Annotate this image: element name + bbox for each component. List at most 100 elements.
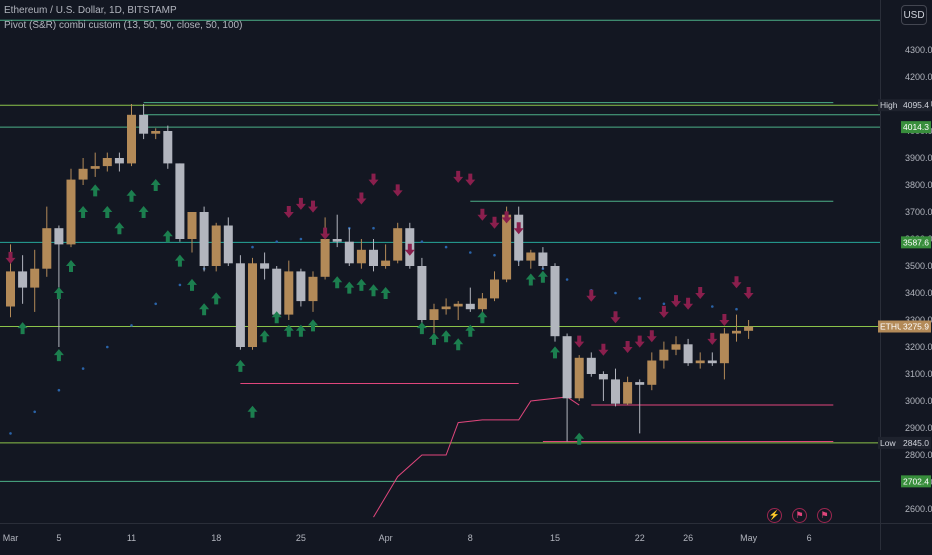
- sell-arrow: [501, 211, 512, 224]
- sell-arrow: [5, 251, 16, 264]
- candle-body: [574, 357, 584, 399]
- candle-body: [538, 252, 548, 266]
- sell-arrow: [356, 192, 367, 205]
- candle-body: [635, 382, 645, 385]
- candle-body: [284, 271, 294, 315]
- x-tick-label: 11: [127, 533, 136, 543]
- sell-arrow: [477, 208, 488, 221]
- candle-body: [393, 228, 403, 261]
- price-label-box: [901, 320, 931, 333]
- sell-arrow: [658, 305, 669, 318]
- buy-arrow: [126, 189, 137, 202]
- price-label-box: [878, 99, 906, 112]
- candle-body: [732, 330, 741, 334]
- us-flag-icon[interactable]: ⚑: [792, 508, 807, 523]
- candle-body: [671, 344, 681, 350]
- candle-body: [163, 131, 173, 164]
- buy-arrow: [537, 270, 548, 283]
- candle-body: [260, 263, 270, 269]
- sell-arrow: [719, 314, 730, 326]
- buy-arrow: [465, 324, 476, 337]
- y-tick-label: 3100.0: [905, 369, 932, 379]
- y-tick-label: 3800.0: [905, 180, 932, 190]
- candle-body: [30, 268, 40, 288]
- buy-arrow: [477, 311, 488, 324]
- trend-dot: [33, 410, 36, 414]
- trend-dot: [57, 388, 61, 392]
- x-tick-label: 25: [296, 533, 306, 543]
- candle-body: [296, 271, 306, 302]
- y-tick-label: 3300.0: [905, 315, 932, 325]
- candle-body: [623, 382, 633, 404]
- sell-arrow: [368, 173, 379, 186]
- us-flag-icon[interactable]: ⚑: [817, 508, 832, 523]
- candle-body: [199, 212, 209, 266]
- trend-dot: [420, 240, 424, 243]
- candle-body: [659, 349, 669, 361]
- price-label-box: [901, 236, 931, 249]
- sell-arrow: [392, 184, 403, 197]
- candle-body: [332, 239, 342, 242]
- trend-dot: [638, 297, 641, 300]
- price-label-box: [901, 436, 931, 449]
- candle-body: [441, 306, 451, 310]
- sell-arrow: [731, 276, 742, 289]
- candle-body: [54, 228, 64, 245]
- candle-body: [42, 228, 52, 269]
- x-tick-label: 26: [683, 533, 693, 543]
- buy-arrow: [138, 206, 149, 218]
- x-tick-label: Mar: [3, 533, 19, 543]
- candle-body: [344, 241, 354, 264]
- trend-dot: [493, 253, 496, 257]
- support-trail-line: [373, 396, 580, 518]
- buy-arrow: [187, 278, 197, 291]
- x-tick-label: 8: [468, 533, 473, 543]
- candle-body: [211, 225, 221, 266]
- buy-arrow: [259, 330, 270, 343]
- candle-body: [526, 252, 536, 261]
- candle-body: [369, 249, 378, 266]
- candle-body: [114, 158, 124, 164]
- trend-dot: [565, 278, 569, 281]
- trend-dot: [9, 432, 12, 435]
- buy-arrow: [271, 311, 282, 324]
- candle-body: [151, 131, 161, 134]
- buy-arrow: [308, 319, 318, 332]
- price-label-box: [901, 99, 931, 112]
- sell-arrow: [671, 295, 681, 308]
- buy-arrow: [416, 322, 427, 335]
- sell-arrow: [513, 222, 524, 235]
- candle-body: [695, 360, 705, 364]
- sell-arrow: [634, 335, 645, 348]
- candle-body: [490, 279, 499, 299]
- price-axis-label: ETHUSD: [880, 322, 915, 332]
- buy-arrow: [150, 179, 161, 191]
- y-tick-label: 3900.0: [905, 153, 932, 163]
- lightning-icon[interactable]: ⚡: [767, 508, 782, 523]
- buy-arrow: [174, 254, 185, 267]
- trend-dot: [106, 345, 109, 349]
- sell-arrow: [404, 243, 415, 256]
- trend-dot: [81, 367, 85, 370]
- currency-button[interactable]: USD: [901, 5, 927, 25]
- buy-arrow: [78, 206, 89, 218]
- buy-arrow: [525, 273, 536, 286]
- candle-body: [66, 179, 76, 245]
- candle-body: [235, 263, 245, 347]
- candle-body: [744, 326, 754, 331]
- buy-arrow: [356, 278, 367, 291]
- trend-dot: [275, 240, 279, 243]
- sell-arrow: [295, 197, 306, 210]
- y-tick-label: 4300.0: [905, 45, 932, 55]
- candle-body: [611, 379, 620, 404]
- sell-arrow: [707, 332, 718, 345]
- x-tick-label: 18: [211, 533, 221, 543]
- candle-body: [465, 303, 475, 310]
- candle-body: [381, 260, 391, 266]
- candle-body: [550, 266, 560, 337]
- buy-arrow: [211, 292, 222, 305]
- buy-arrow: [162, 230, 173, 243]
- candle-body: [719, 333, 729, 364]
